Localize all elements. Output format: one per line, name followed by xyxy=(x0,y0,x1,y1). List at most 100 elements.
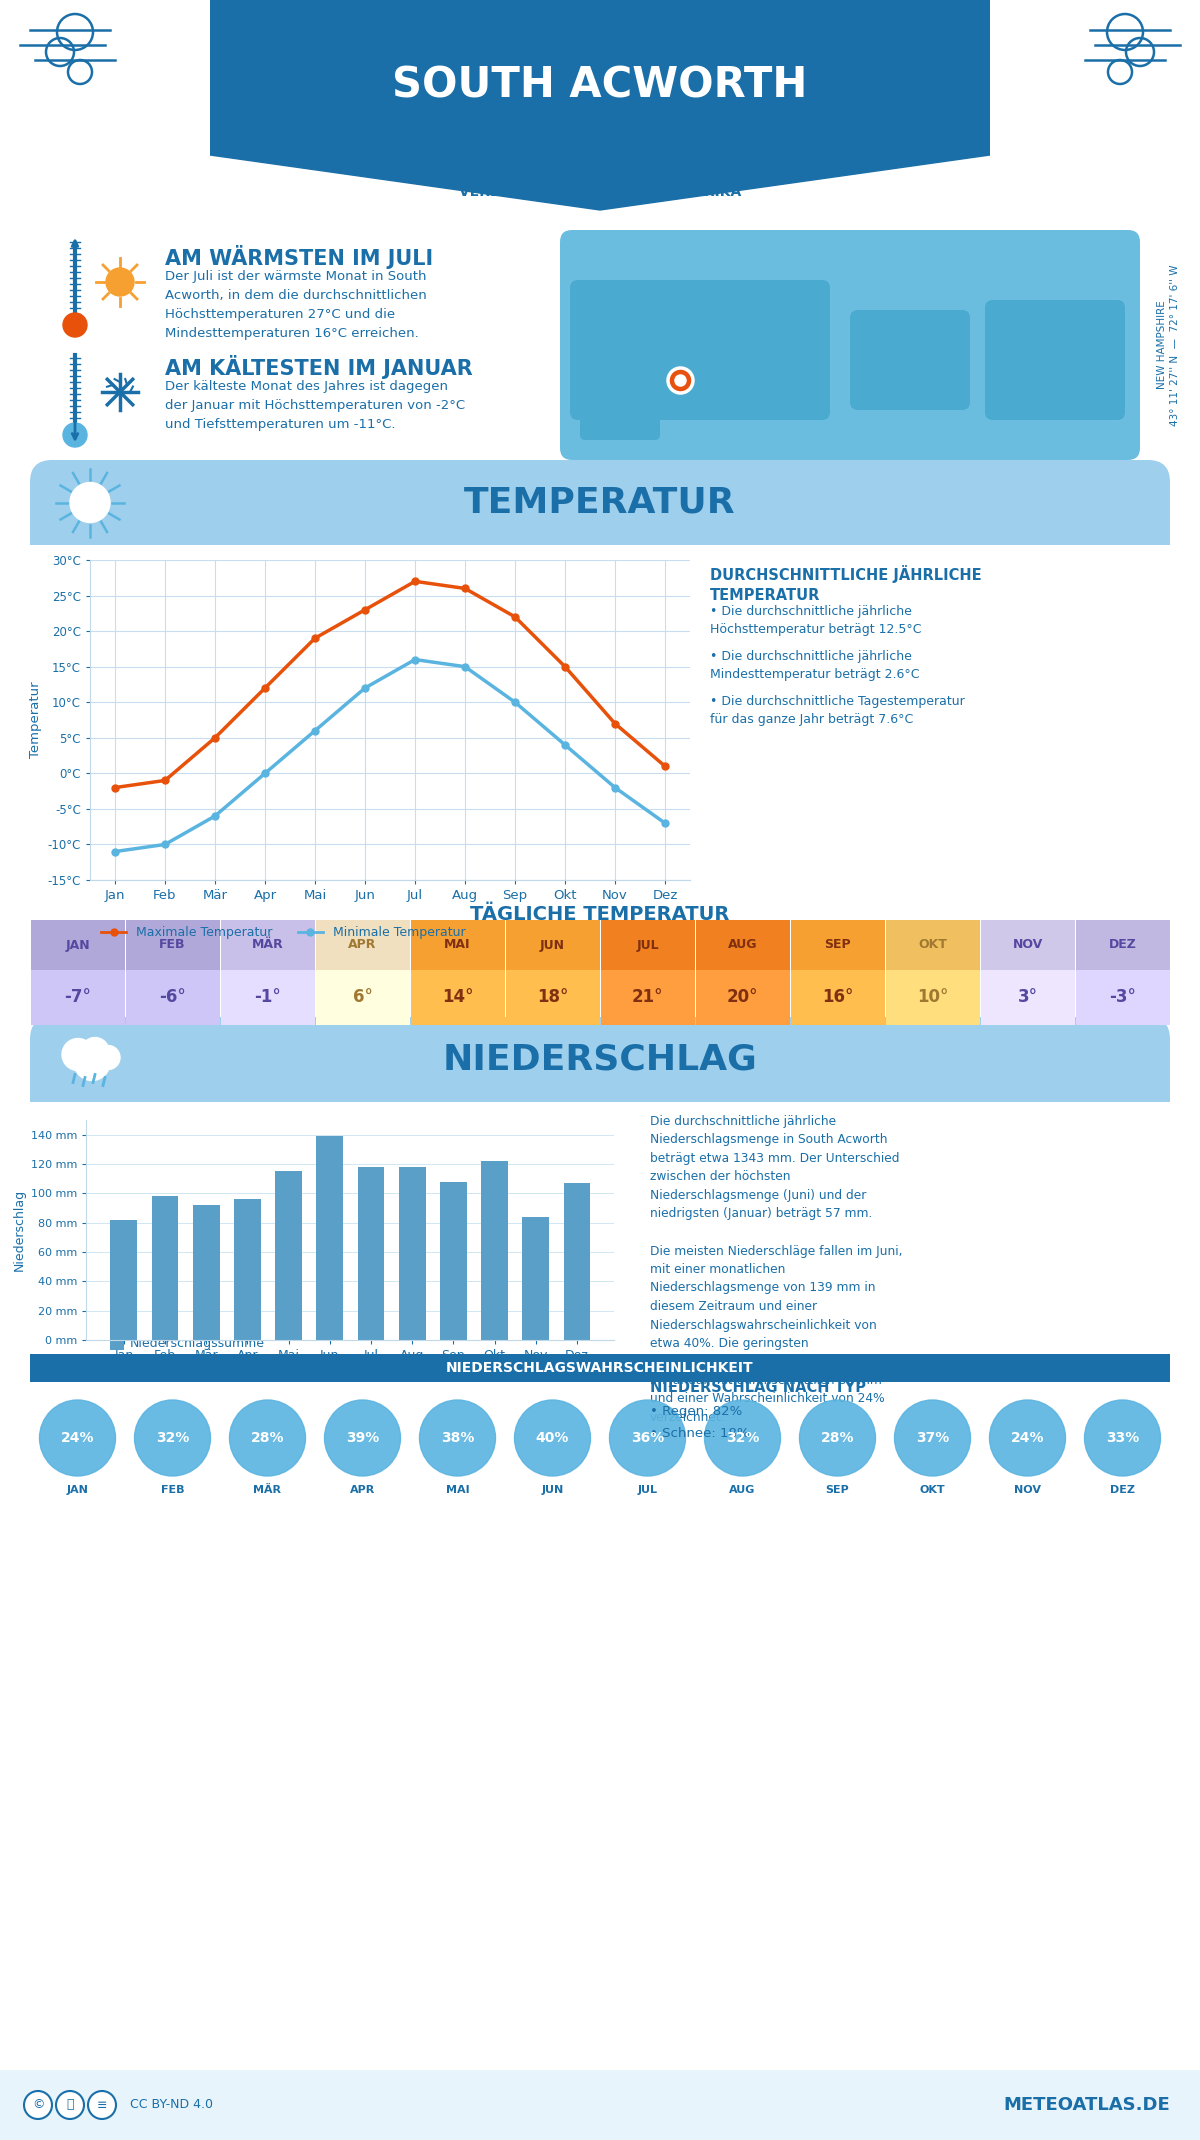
FancyBboxPatch shape xyxy=(580,381,660,441)
Bar xyxy=(275,1171,302,1340)
Text: NEW HAMPSHIRE: NEW HAMPSHIRE xyxy=(1157,300,1166,389)
Bar xyxy=(696,969,790,1025)
Text: NOV: NOV xyxy=(1013,939,1043,952)
Text: 43° 11' 27'' N  —  72° 17' 6'' W: 43° 11' 27'' N — 72° 17' 6'' W xyxy=(1170,263,1180,426)
FancyBboxPatch shape xyxy=(560,229,1140,460)
Circle shape xyxy=(24,2091,52,2119)
Circle shape xyxy=(134,1400,210,1477)
Text: APR: APR xyxy=(350,1485,376,1496)
Text: ⓘ: ⓘ xyxy=(66,2099,73,2112)
Bar xyxy=(110,1335,124,1350)
Text: -6°: -6° xyxy=(160,989,186,1006)
Text: ©: © xyxy=(31,2099,44,2112)
Circle shape xyxy=(990,1400,1066,1477)
Circle shape xyxy=(56,1025,124,1094)
Text: DURCHSCHNITTLICHE JÄHRLICHE
TEMPERATUR: DURCHSCHNITTLICHE JÄHRLICHE TEMPERATUR xyxy=(710,565,982,603)
Text: NIEDERSCHLAG: NIEDERSCHLAG xyxy=(443,1042,757,1076)
Bar xyxy=(1075,969,1170,1025)
Bar xyxy=(221,969,314,1025)
Bar xyxy=(791,969,884,1025)
Text: 37%: 37% xyxy=(916,1432,949,1444)
Bar xyxy=(0,2069,1200,2140)
Text: SOUTH ACWORTH: SOUTH ACWORTH xyxy=(392,64,808,107)
Text: 21°: 21° xyxy=(631,989,664,1006)
FancyBboxPatch shape xyxy=(30,1016,1170,1102)
FancyBboxPatch shape xyxy=(570,280,830,419)
Bar xyxy=(30,920,125,969)
Text: JAN: JAN xyxy=(66,1485,89,1496)
Circle shape xyxy=(74,1044,110,1081)
Circle shape xyxy=(64,424,88,447)
Circle shape xyxy=(40,1400,115,1477)
Bar xyxy=(398,1166,426,1340)
Text: NIEDERSCHLAG NACH TYP: NIEDERSCHLAG NACH TYP xyxy=(650,1380,866,1395)
Text: 18°: 18° xyxy=(536,989,568,1006)
Circle shape xyxy=(420,1400,496,1477)
Text: 32%: 32% xyxy=(156,1432,190,1444)
Text: MÄR: MÄR xyxy=(252,939,283,952)
Bar xyxy=(30,1102,630,1361)
Text: • Regen: 82%: • Regen: 82% xyxy=(650,1406,743,1419)
Text: 6°: 6° xyxy=(353,989,372,1006)
Text: • Die durchschnittliche jährliche
Höchsttemperatur beträgt 12.5°C: • Die durchschnittliche jährliche Höchst… xyxy=(710,606,922,636)
Circle shape xyxy=(106,268,134,295)
Text: 16°: 16° xyxy=(822,989,853,1006)
Circle shape xyxy=(88,2091,116,2119)
Text: 40%: 40% xyxy=(536,1432,569,1444)
Text: Niederschlagssumme: Niederschlagssumme xyxy=(130,1338,265,1350)
Bar xyxy=(410,920,504,969)
Text: 32%: 32% xyxy=(726,1432,760,1444)
Circle shape xyxy=(56,469,124,537)
Text: JUL: JUL xyxy=(636,939,659,952)
Bar xyxy=(317,1136,343,1340)
Bar xyxy=(886,920,979,969)
Text: 28%: 28% xyxy=(821,1432,854,1444)
Bar xyxy=(110,1220,137,1340)
Text: 3°: 3° xyxy=(1018,989,1038,1006)
Text: MAI: MAI xyxy=(445,1485,469,1496)
Text: TEMPERATUR: TEMPERATUR xyxy=(464,486,736,520)
Circle shape xyxy=(894,1400,971,1477)
Circle shape xyxy=(324,1400,401,1477)
Text: CC BY-ND 4.0: CC BY-ND 4.0 xyxy=(130,2099,214,2112)
Bar xyxy=(1075,920,1170,969)
Text: JUN: JUN xyxy=(540,939,565,952)
Bar xyxy=(30,516,1170,546)
Bar xyxy=(316,920,409,969)
Circle shape xyxy=(70,482,110,522)
Text: FEB: FEB xyxy=(161,1485,185,1496)
Text: 33%: 33% xyxy=(1106,1432,1139,1444)
Text: AUG: AUG xyxy=(730,1485,756,1496)
Text: AM KÄLTESTEN IM JANUAR: AM KÄLTESTEN IM JANUAR xyxy=(166,355,473,379)
Text: Der kälteste Monat des Jahres ist dagegen
der Januar mit Höchsttemperaturen von : Der kälteste Monat des Jahres ist dagege… xyxy=(166,381,466,430)
Text: TÄGLICHE TEMPERATUR: TÄGLICHE TEMPERATUR xyxy=(470,905,730,924)
Bar xyxy=(980,920,1074,969)
Text: -7°: -7° xyxy=(64,989,91,1006)
Text: -3°: -3° xyxy=(1109,989,1136,1006)
Bar xyxy=(481,1162,508,1340)
Bar xyxy=(505,920,600,969)
Text: FEB: FEB xyxy=(160,939,186,952)
Y-axis label: Temperatur: Temperatur xyxy=(29,683,42,758)
Bar xyxy=(30,969,125,1025)
Polygon shape xyxy=(210,154,990,210)
Text: 36%: 36% xyxy=(631,1432,664,1444)
Bar xyxy=(30,1072,1170,1102)
Text: ≡: ≡ xyxy=(97,2099,107,2112)
Circle shape xyxy=(799,1400,876,1477)
Text: -1°: -1° xyxy=(254,989,281,1006)
Text: 20°: 20° xyxy=(727,989,758,1006)
Bar xyxy=(221,920,314,969)
Circle shape xyxy=(56,2091,84,2119)
Bar xyxy=(126,969,220,1025)
Circle shape xyxy=(62,1038,94,1070)
FancyBboxPatch shape xyxy=(985,300,1126,419)
Text: JAN: JAN xyxy=(65,939,90,952)
Text: NOV: NOV xyxy=(1014,1485,1042,1496)
Bar xyxy=(151,1196,179,1340)
Bar xyxy=(522,1218,550,1340)
Bar xyxy=(564,1183,590,1340)
Circle shape xyxy=(96,1046,120,1070)
Bar xyxy=(600,969,695,1025)
Text: 24%: 24% xyxy=(61,1432,95,1444)
